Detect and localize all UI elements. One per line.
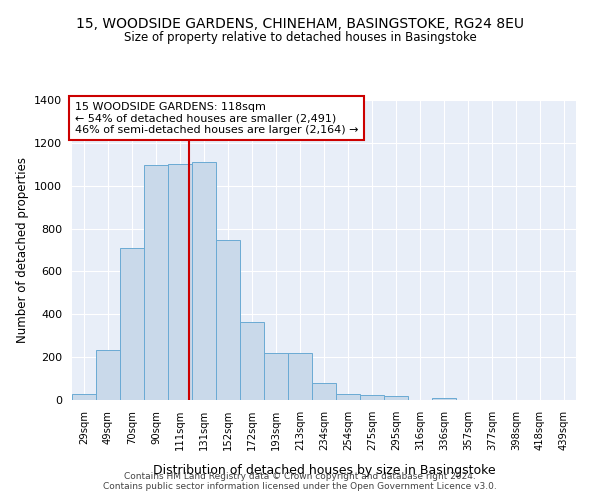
Y-axis label: Number of detached properties: Number of detached properties bbox=[16, 157, 29, 343]
Bar bbox=[312, 383, 336, 400]
Bar bbox=[120, 248, 144, 400]
Bar bbox=[168, 164, 192, 400]
Text: Size of property relative to detached houses in Basingstoke: Size of property relative to detached ho… bbox=[124, 31, 476, 44]
Text: 15, WOODSIDE GARDENS, CHINEHAM, BASINGSTOKE, RG24 8EU: 15, WOODSIDE GARDENS, CHINEHAM, BASINGST… bbox=[76, 18, 524, 32]
Bar bbox=[384, 396, 408, 400]
Text: Contains public sector information licensed under the Open Government Licence v3: Contains public sector information licen… bbox=[103, 482, 497, 491]
Bar bbox=[264, 353, 288, 400]
Bar bbox=[192, 162, 216, 400]
Bar bbox=[240, 322, 264, 400]
Bar bbox=[432, 398, 456, 400]
Bar bbox=[360, 394, 384, 400]
Bar bbox=[336, 394, 360, 400]
Bar bbox=[72, 394, 96, 400]
Text: 15 WOODSIDE GARDENS: 118sqm
← 54% of detached houses are smaller (2,491)
46% of : 15 WOODSIDE GARDENS: 118sqm ← 54% of det… bbox=[74, 102, 358, 134]
Bar bbox=[144, 166, 168, 400]
Bar bbox=[288, 353, 312, 400]
Bar bbox=[96, 350, 120, 400]
Bar bbox=[216, 240, 240, 400]
X-axis label: Distribution of detached houses by size in Basingstoke: Distribution of detached houses by size … bbox=[152, 464, 496, 477]
Text: Contains HM Land Registry data © Crown copyright and database right 2024.: Contains HM Land Registry data © Crown c… bbox=[124, 472, 476, 481]
